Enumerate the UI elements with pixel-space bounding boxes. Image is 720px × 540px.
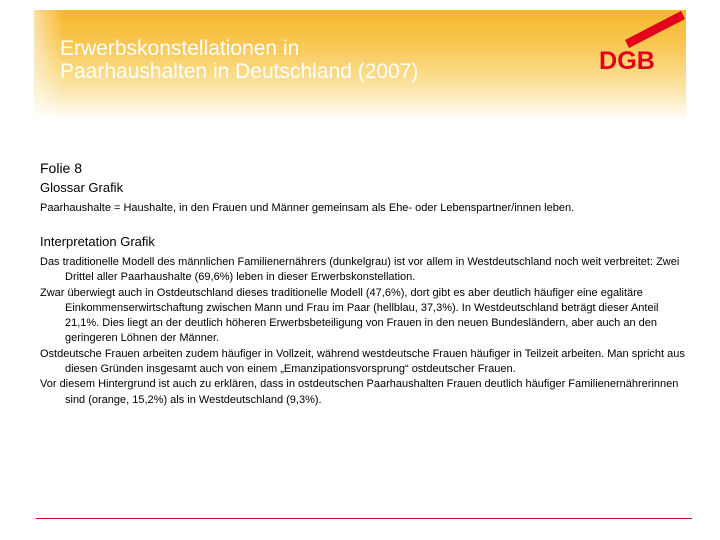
logo-red-slash (625, 11, 685, 48)
interpretation-paragraphs: Das traditionelle Modell des männlichen … (40, 255, 690, 408)
footer-divider (36, 518, 692, 519)
interpretation-heading: Interpretation Grafik (40, 234, 155, 249)
title-line-2: Paarhaushalten in Deutschland (2007) (60, 60, 419, 83)
header-band (34, 10, 686, 120)
title-line-1: Erwerbskonstellationen in (60, 37, 300, 60)
interpretation-paragraph: Zwar überwiegt auch in Ostdeutschland di… (40, 286, 659, 345)
slide-content: Folie 8 Glossar Grafik Paarhaushalte = H… (40, 160, 690, 408)
dgb-logo: DGB (599, 11, 685, 75)
slide-title: Erwerbskonstellationen in Paarhaushalten… (60, 37, 590, 83)
slide-number: Folie 8 (40, 160, 83, 176)
interpretation-paragraph: Vor diesem Hintergrund ist auch zu erklä… (40, 378, 679, 406)
logo-text: DGB (599, 47, 655, 75)
glossar-heading: Glossar Grafik (40, 180, 124, 195)
interpretation-paragraph: Das traditionelle Modell des männlichen … (40, 256, 680, 284)
glossar-text: Paarhaushalte = Haushalte, in den Frauen… (40, 202, 575, 214)
interpretation-paragraph: Ostdeutsche Frauen arbeiten zudem häufig… (40, 347, 685, 376)
